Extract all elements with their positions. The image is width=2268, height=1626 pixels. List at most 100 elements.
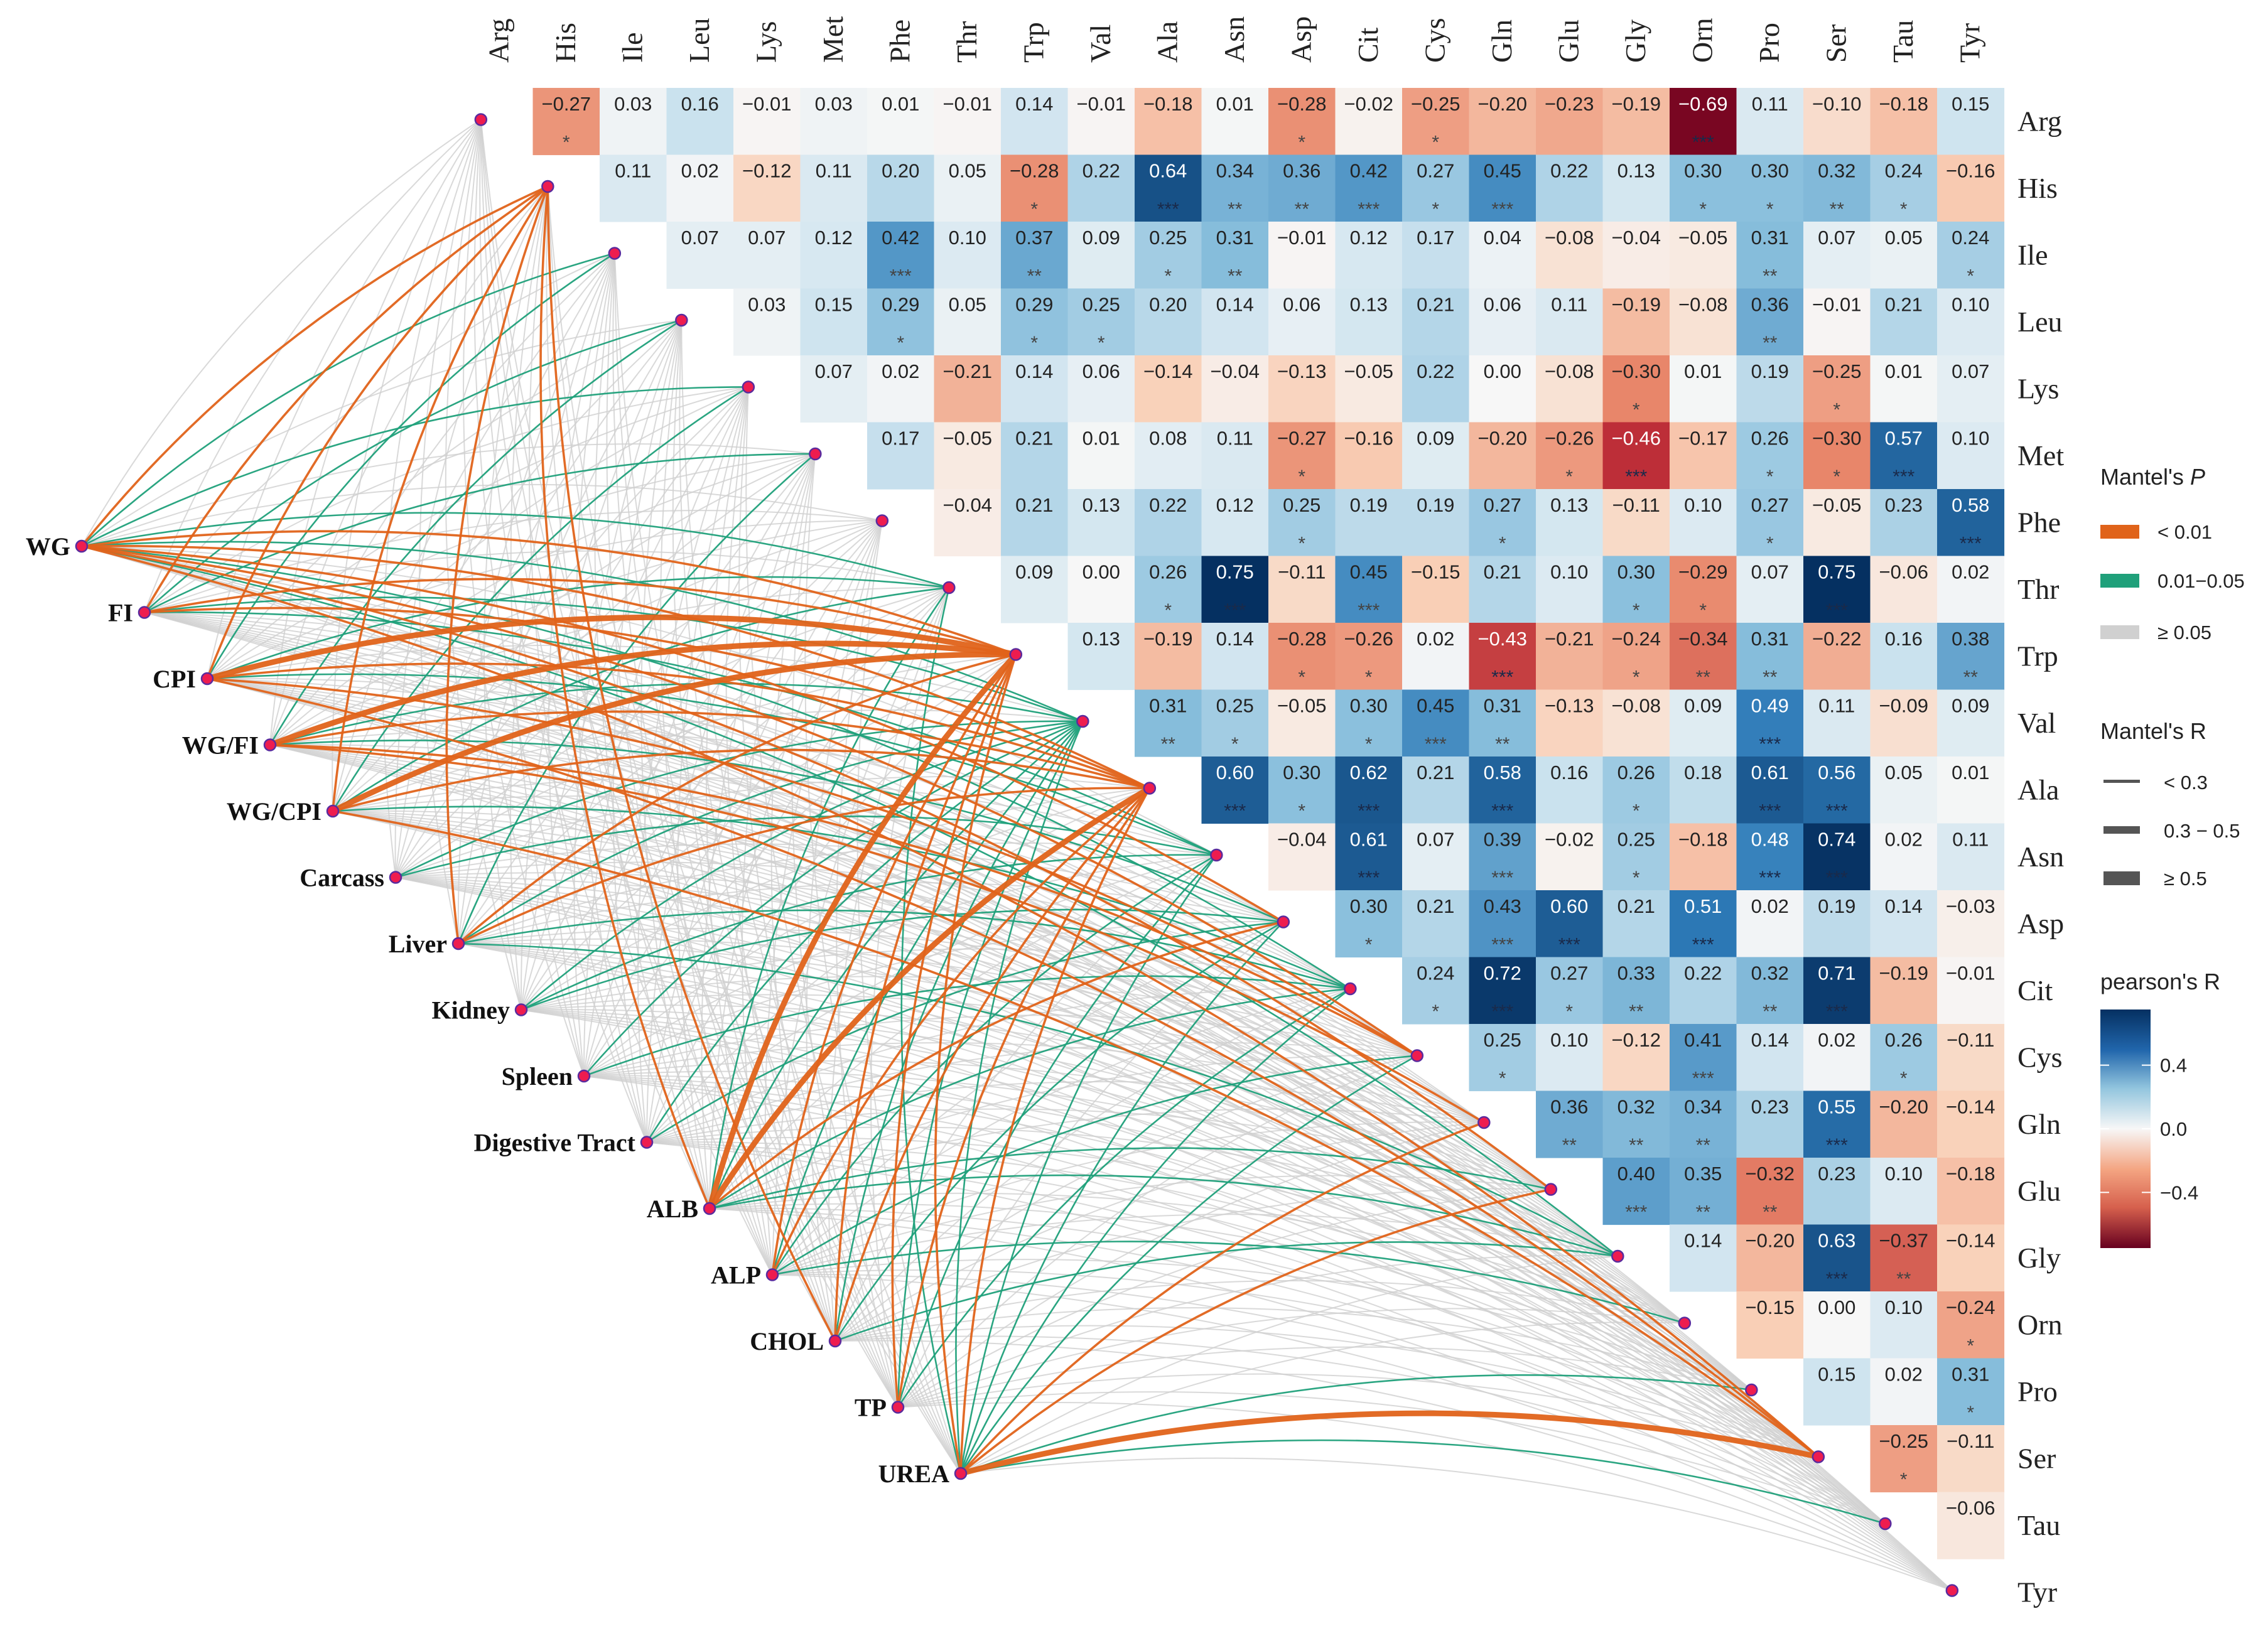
row-label-asp: Asp xyxy=(2017,907,2064,939)
heat-cell-value: 0.30 xyxy=(1684,160,1722,182)
heat-cell-fill xyxy=(1135,422,1202,490)
heat-cell-fill xyxy=(1803,689,1871,757)
heat-cell-fill xyxy=(1402,957,1470,1025)
mantel-link-ns xyxy=(480,119,773,1275)
heat-cell-fill xyxy=(1335,154,1403,222)
heat-cell-significance: * xyxy=(1365,734,1373,755)
heat-cell-value: 0.12 xyxy=(1216,494,1254,516)
heat-cell: 0.10 xyxy=(1536,556,1604,623)
heat-cell-value: 0.23 xyxy=(1818,1163,1855,1185)
heat-cell-fill xyxy=(1937,154,2005,222)
heat-cell-significance: ** xyxy=(1562,1135,1577,1156)
mantel-link-ns xyxy=(521,453,816,1010)
heat-cell-significance: *** xyxy=(1558,935,1580,956)
heat-cell: 0.32 ** xyxy=(1602,1090,1670,1158)
heat-cell-value: 0.15 xyxy=(815,294,853,316)
heat-cell: −0.24 * xyxy=(1602,623,1670,691)
heat-cell: −0.15 xyxy=(1402,556,1470,623)
row-label-thr: Thr xyxy=(2017,573,2059,605)
mantel-link-ns xyxy=(646,1042,1417,1143)
heat-cell-significance: * xyxy=(1298,132,1305,153)
heat-cell-fill xyxy=(1469,489,1536,557)
mantel-link-significant xyxy=(897,787,1151,1408)
heat-cell-significance: ** xyxy=(1495,734,1510,755)
heat-cell-significance: *** xyxy=(1826,1135,1848,1156)
mantel-link-moderate xyxy=(81,252,615,547)
heat-cell-value: 0.10 xyxy=(1885,1296,1923,1318)
heat-cell: −0.25 * xyxy=(1803,355,1871,423)
heat-cell: 0.11 xyxy=(1536,288,1604,356)
heat-cell: −0.20 xyxy=(1469,422,1536,490)
heat-cell: −0.10 xyxy=(1803,88,1871,156)
heat-cell-value: −0.01 xyxy=(943,93,992,115)
mantel-link-ns xyxy=(207,520,882,679)
heat-cell: 0.18 xyxy=(1670,756,1737,824)
amino-node-asn xyxy=(1210,848,1223,862)
column-label-ala: Ala xyxy=(1151,21,1183,63)
heat-cell-value: 0.19 xyxy=(1417,494,1454,516)
heat-cell-fill xyxy=(1201,355,1269,423)
heat-cell-value: −0.25 xyxy=(1411,93,1460,115)
heat-cell-significance: *** xyxy=(1491,935,1513,956)
heat-cell: −0.08 xyxy=(1536,222,1604,289)
heat-cell-value: 0.62 xyxy=(1350,762,1388,783)
heat-cell-value: −0.01 xyxy=(1077,93,1126,115)
mantel-link-significant xyxy=(706,652,1018,1210)
heat-cell: 0.14 xyxy=(1670,1224,1737,1292)
heat-cell: 0.07 xyxy=(733,222,801,289)
heat-cell-fill xyxy=(1670,1024,1737,1092)
heat-cell: 0.11 xyxy=(800,154,868,222)
heat-cell: −0.19 xyxy=(1135,623,1202,691)
heat-cell-value: 0.29 xyxy=(882,294,919,316)
mantel-link-moderate xyxy=(709,1147,1552,1210)
mantel-link-ns xyxy=(480,119,836,1342)
heat-cell-fill xyxy=(1736,355,1804,423)
heat-cell: −0.18 xyxy=(1937,1158,2005,1225)
heat-cell-fill xyxy=(1937,756,2005,824)
heat-cell-fill xyxy=(1670,355,1737,423)
row-label-tyr: Tyr xyxy=(2017,1576,2057,1608)
heat-cell-fill xyxy=(1536,623,1604,691)
row-label-arg: Arg xyxy=(2017,105,2062,137)
mantel-link-moderate xyxy=(959,1055,1418,1474)
mantel-link-ns xyxy=(613,253,961,1474)
heat-cell-fill xyxy=(1335,288,1403,356)
heat-cell-value: 0.22 xyxy=(1149,494,1187,516)
heat-cell-value: 0.02 xyxy=(882,360,919,382)
heat-cell-fill xyxy=(1803,623,1871,691)
mantel-link-significant xyxy=(934,654,1017,1474)
mantel-link-ns xyxy=(856,520,961,1474)
heat-cell-value: 0.26 xyxy=(1149,561,1187,583)
heat-cell: 0.24 * xyxy=(1937,222,2005,289)
heat-cell-value: 0.09 xyxy=(1684,695,1722,717)
heat-cell-significance: *** xyxy=(1224,600,1246,621)
heat-cell: −0.18 xyxy=(1135,88,1202,156)
mantel-link-significant xyxy=(546,186,836,1342)
heat-cell-significance: *** xyxy=(1358,868,1380,888)
heat-cell: 0.24 * xyxy=(1402,957,1470,1025)
mantel-link-moderate xyxy=(834,921,1284,1342)
heat-cell-value: −0.18 xyxy=(1143,93,1192,115)
heat-cell-fill xyxy=(1135,88,1202,156)
amino-node-his xyxy=(541,180,554,193)
heat-cell-value: 0.11 xyxy=(1217,428,1253,450)
heat-cell-fill xyxy=(1402,355,1470,423)
heat-cell-fill xyxy=(1736,222,1804,289)
heat-cell-fill xyxy=(1803,222,1871,289)
env-node-alp xyxy=(765,1268,779,1281)
heat-cell-value: 0.58 xyxy=(1952,494,1989,516)
heat-cell: −0.21 xyxy=(934,355,1002,423)
heat-cell-value: 0.20 xyxy=(1149,294,1187,316)
heat-cell-value: 0.71 xyxy=(1818,962,1855,984)
heat-cell-value: 0.07 xyxy=(1818,227,1855,249)
mantel-link-moderate xyxy=(771,854,1217,1276)
heat-cell: −0.27 * xyxy=(532,88,600,156)
heat-cell-fill xyxy=(800,88,868,156)
heat-cell: 0.13 xyxy=(1335,288,1403,356)
heat-cell-fill xyxy=(1335,222,1403,289)
heat-cell-value: 0.41 xyxy=(1684,1029,1722,1051)
heat-cell: −0.13 xyxy=(1268,355,1336,423)
heat-cell-value: 0.05 xyxy=(949,160,986,182)
heat-cell: 0.21 xyxy=(1402,890,1470,958)
heat-cell-value: −0.34 xyxy=(1678,628,1727,650)
